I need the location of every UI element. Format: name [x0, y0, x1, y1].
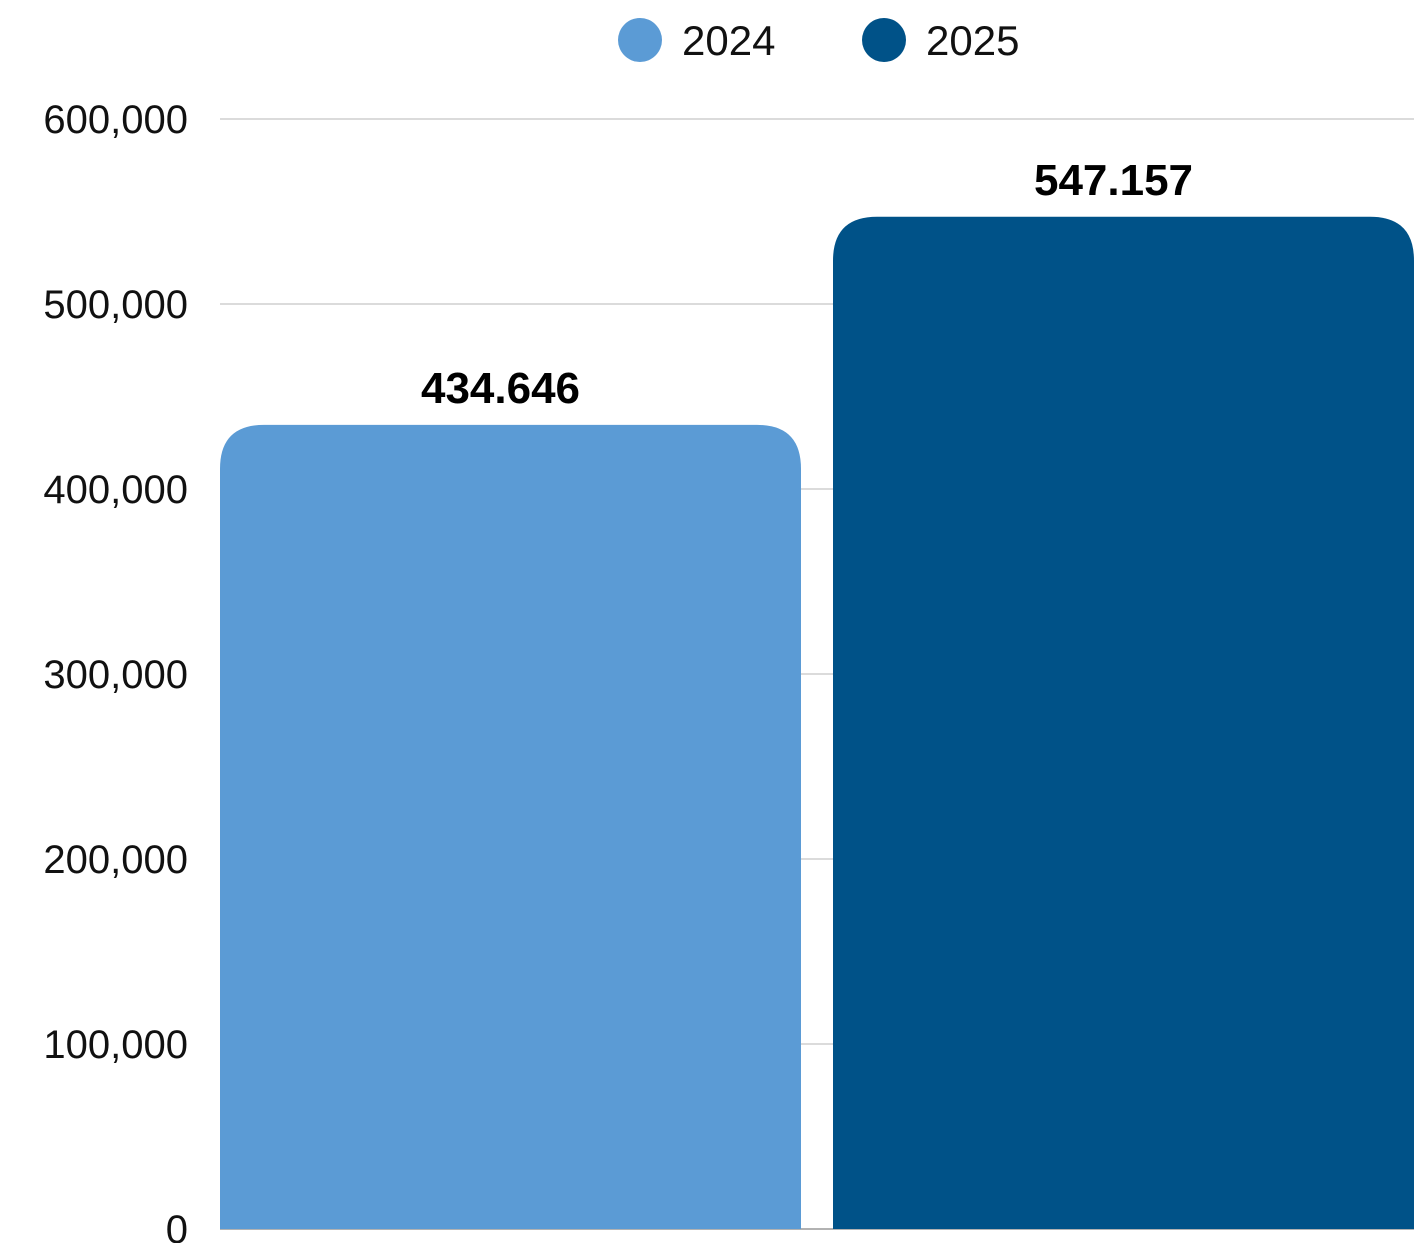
y-axis-tick-labels: 0 100,000 200,000 300,000 400,000 500,000 600,…	[43, 98, 188, 1243]
legend-item-2025: 2025	[862, 17, 1019, 64]
data-labels: 434.646 547.157	[421, 156, 1193, 413]
legend: 2024 2025	[618, 17, 1019, 64]
y-tick-label: 200,000	[43, 838, 188, 882]
y-tick-label: 500,000	[43, 283, 188, 327]
y-tick-label: 0	[166, 1208, 188, 1243]
y-tick-label: 600,000	[43, 98, 188, 142]
legend-swatch-2025	[862, 18, 906, 62]
legend-label-2025: 2025	[926, 17, 1019, 64]
y-tick-label: 300,000	[43, 653, 188, 697]
bars	[220, 216, 1414, 1230]
legend-swatch-2024	[618, 18, 662, 62]
legend-label-2024: 2024	[682, 17, 775, 64]
legend-item-2024: 2024	[618, 17, 775, 64]
bar-2024	[220, 424, 801, 1229]
y-tick-label: 100,000	[43, 1023, 188, 1067]
data-label-2024: 434.646	[421, 364, 580, 413]
y-tick-label: 400,000	[43, 468, 188, 512]
bar-2025	[833, 216, 1414, 1230]
data-label-2025: 547.157	[1034, 156, 1193, 205]
